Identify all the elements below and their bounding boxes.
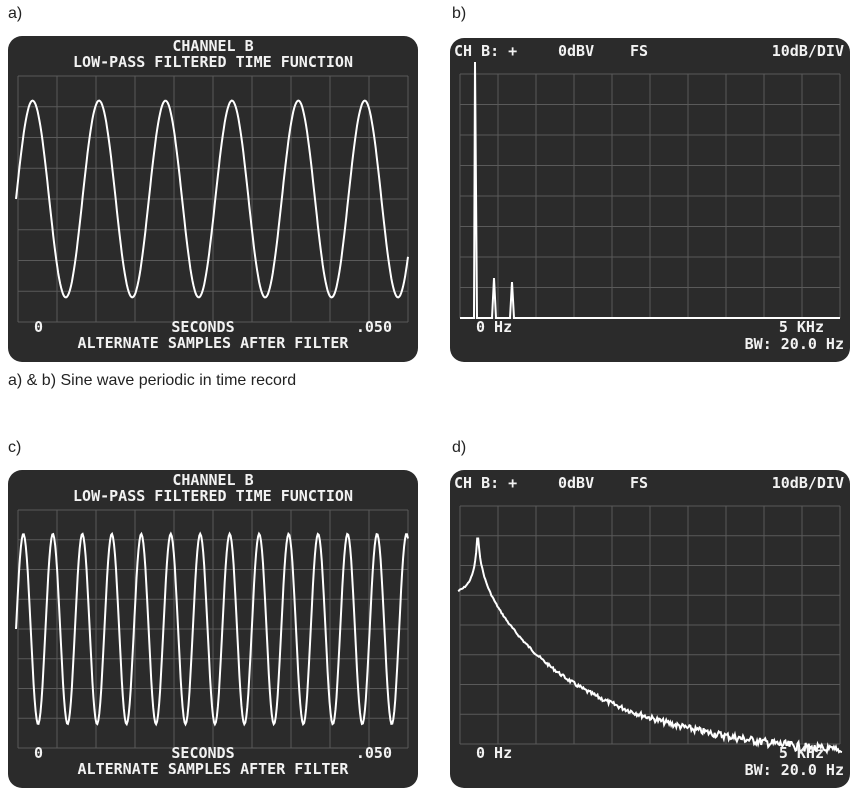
- freq-start: 0 Hz: [476, 318, 512, 336]
- x-unit: SECONDS: [171, 318, 234, 336]
- freq-start: 0 Hz: [476, 744, 512, 762]
- spectrum: [457, 537, 843, 756]
- freq-end: 5 KHz: [779, 744, 824, 762]
- reference: FS: [630, 42, 648, 60]
- reference: FS: [630, 474, 648, 492]
- spectrum: [460, 61, 840, 319]
- level: 0dBV: [558, 42, 594, 60]
- x-end: .050: [356, 318, 392, 336]
- level: 0dBV: [558, 474, 594, 492]
- screen-title: LOW-PASS FILTERED TIME FUNCTION: [73, 487, 353, 505]
- panel-label: d): [452, 439, 466, 456]
- x-unit: SECONDS: [171, 744, 234, 762]
- caption: a) & b) Sine wave periodic in time recor…: [8, 372, 296, 389]
- panel-label: b): [452, 5, 466, 22]
- x-end: .050: [356, 744, 392, 762]
- bandwidth: BW: 20.0 Hz: [745, 335, 844, 353]
- screen-title: CHANNEL B: [172, 37, 253, 55]
- x-start: 0: [34, 318, 43, 336]
- x-start: 0: [34, 744, 43, 762]
- channel: CH B: +: [454, 42, 517, 60]
- footer-note: ALTERNATE SAMPLES AFTER FILTER: [78, 760, 350, 778]
- bandwidth: BW: 20.0 Hz: [745, 761, 844, 779]
- screen-title: LOW-PASS FILTERED TIME FUNCTION: [73, 53, 353, 71]
- panel-label: a): [8, 5, 22, 22]
- scale: 10dB/DIV: [772, 42, 844, 60]
- screen-title: CHANNEL B: [172, 471, 253, 489]
- scale: 10dB/DIV: [772, 474, 844, 492]
- footer-note: ALTERNATE SAMPLES AFTER FILTER: [78, 334, 350, 352]
- waveform: [15, 99, 409, 299]
- freq-end: 5 KHz: [779, 318, 824, 336]
- panel-label: c): [8, 439, 21, 456]
- waveform: [15, 531, 409, 727]
- channel: CH B: +: [454, 474, 517, 492]
